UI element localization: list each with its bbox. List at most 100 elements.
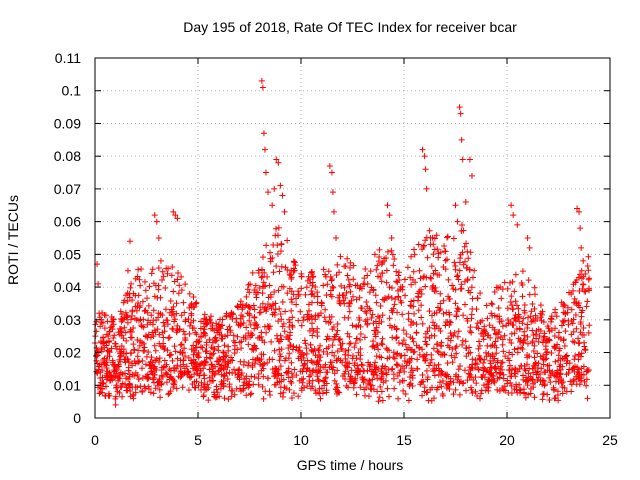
data-point [585, 329, 592, 336]
data-point [578, 244, 585, 251]
data-point [578, 350, 585, 357]
data-point [492, 365, 499, 372]
data-point [421, 242, 428, 249]
data-point [360, 379, 367, 386]
data-point [480, 336, 487, 343]
data-point [487, 360, 494, 367]
data-point [575, 366, 582, 373]
data-point [286, 386, 293, 393]
data-point [482, 349, 489, 356]
data-point [496, 374, 503, 381]
data-point [346, 360, 353, 367]
data-point [181, 345, 188, 352]
data-point [534, 364, 541, 371]
data-point [128, 360, 135, 367]
data-point [456, 259, 463, 266]
data-point [164, 347, 171, 354]
data-point [551, 333, 558, 340]
data-point [324, 333, 331, 340]
data-point [303, 350, 310, 357]
data-point [174, 322, 181, 329]
data-point [417, 275, 424, 282]
data-point [176, 282, 183, 289]
data-point [516, 338, 523, 345]
data-point [357, 345, 364, 352]
chart-title: Day 195 of 2018, Rate Of TEC Index for r… [183, 19, 517, 35]
data-point [339, 340, 346, 347]
data-point [227, 329, 234, 336]
data-point [164, 321, 171, 328]
data-point [142, 332, 149, 339]
data-point [331, 333, 338, 340]
data-point [126, 290, 133, 297]
data-point [508, 302, 515, 309]
data-point [531, 379, 538, 386]
data-point [433, 386, 440, 393]
data-point [345, 347, 352, 354]
data-point [328, 169, 335, 176]
data-point [270, 242, 277, 249]
data-point [552, 395, 559, 402]
data-point [360, 280, 367, 287]
data-point [353, 391, 360, 398]
data-point [322, 306, 329, 313]
data-point [186, 290, 193, 297]
data-point [349, 352, 356, 359]
data-point [575, 375, 582, 382]
data-point [440, 310, 447, 317]
data-point [254, 324, 261, 331]
data-point [514, 221, 521, 228]
data-point [306, 380, 313, 387]
data-point [153, 366, 160, 373]
data-point [403, 362, 410, 369]
data-point [477, 390, 484, 397]
data-point [215, 368, 222, 375]
data-point [508, 202, 515, 209]
data-point [275, 318, 282, 325]
data-point [363, 384, 370, 391]
data-point [141, 308, 148, 315]
data-point [509, 351, 516, 358]
data-point [267, 392, 274, 399]
data-point [357, 336, 364, 343]
data-point [331, 352, 338, 359]
data-point [524, 325, 531, 332]
data-point [571, 368, 578, 375]
data-point [477, 290, 484, 297]
data-point [434, 246, 441, 253]
data-point [177, 369, 184, 376]
data-point [264, 359, 271, 366]
data-point [371, 251, 378, 258]
data-point [193, 367, 200, 374]
data-point [286, 271, 293, 278]
data-point [583, 368, 590, 375]
data-point [266, 303, 273, 310]
data-point [125, 367, 132, 374]
data-point [548, 313, 555, 320]
data-point [191, 347, 198, 354]
data-point [575, 335, 582, 342]
data-point [461, 278, 468, 285]
data-point [552, 358, 559, 365]
data-point [430, 282, 437, 289]
data-point [413, 329, 420, 336]
data-point [426, 362, 433, 369]
data-point [323, 389, 330, 396]
data-point [469, 361, 476, 368]
data-point [376, 314, 383, 321]
data-point [226, 383, 233, 390]
data-point [303, 284, 310, 291]
data-point [156, 376, 163, 383]
data-point [544, 363, 551, 370]
data-point [370, 369, 377, 376]
data-point [430, 366, 437, 373]
data-point [278, 283, 285, 290]
data-point [124, 319, 131, 326]
data-point [534, 315, 541, 322]
data-point [364, 320, 371, 327]
data-point [263, 242, 270, 249]
data-point [117, 308, 124, 315]
data-point [309, 282, 316, 289]
data-point [205, 397, 212, 404]
data-point [465, 255, 472, 262]
